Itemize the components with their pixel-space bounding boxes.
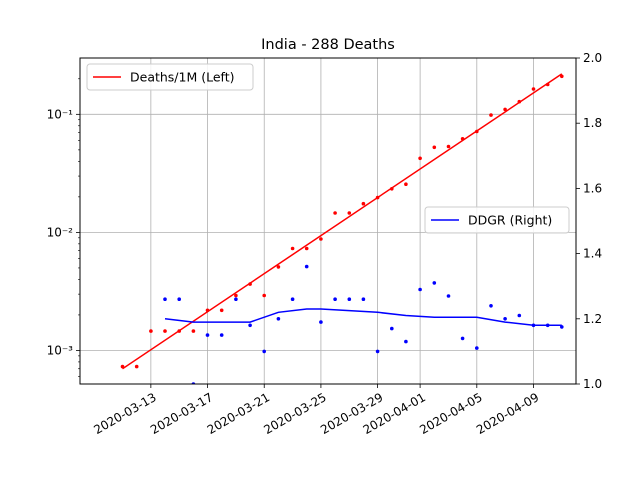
- data-point-ddgr: [460, 336, 465, 341]
- data-point-ddgr: [503, 317, 507, 321]
- data-point-deaths: [375, 195, 380, 200]
- data-point-ddgr: [446, 294, 451, 298]
- data-point-deaths: [418, 156, 422, 161]
- data-point-deaths: [134, 364, 139, 369]
- legend-label: Deaths/1M (Left): [130, 70, 235, 85]
- data-point-deaths: [120, 364, 125, 369]
- right-tick-label: 1.2: [583, 312, 602, 326]
- left-tick-label: 10⁻³: [47, 343, 74, 357]
- data-point-ddgr: [404, 339, 408, 344]
- data-point-ddgr: [531, 323, 536, 328]
- left-tick-label: 10⁻¹: [47, 107, 74, 121]
- data-point-ddgr: [290, 297, 295, 302]
- data-point-ddgr: [177, 297, 181, 302]
- legend-ddgr: DDGR (Right): [424, 206, 570, 234]
- series-layer: [120, 73, 564, 384]
- data-point-deaths: [545, 82, 550, 87]
- plot-frame: [79, 57, 577, 385]
- legend-box: [86, 63, 254, 91]
- data-point-ddgr: [234, 297, 238, 302]
- data-point-ddgr: [375, 349, 380, 354]
- data-point-deaths: [234, 293, 238, 298]
- chart-title: India - 288 Deaths: [261, 37, 395, 53]
- data-point-deaths: [149, 329, 153, 333]
- data-point-ddgr: [560, 325, 564, 329]
- data-point-deaths: [503, 107, 507, 112]
- data-point-deaths: [290, 246, 295, 251]
- data-point-ddgr: [205, 333, 210, 337]
- data-point-deaths: [446, 144, 451, 149]
- series-line-deaths: [122, 73, 563, 370]
- data-point-ddgr: [333, 297, 337, 302]
- data-point-ddgr: [361, 297, 366, 302]
- data-point-ddgr: [319, 320, 323, 324]
- data-point-deaths: [163, 329, 167, 333]
- series-line-ddgr: [164, 308, 562, 327]
- legend-box: [424, 206, 570, 234]
- data-point-deaths: [390, 187, 394, 191]
- data-point-ddgr: [304, 264, 309, 269]
- data-point-deaths: [262, 293, 267, 298]
- data-point-deaths: [347, 211, 352, 215]
- data-point-ddgr: [517, 313, 522, 318]
- data-point-ddgr: [545, 323, 550, 328]
- right-tick-label: 1.8: [583, 116, 602, 130]
- left-tick-label: 10⁻²: [47, 225, 74, 239]
- data-point-deaths: [517, 99, 522, 104]
- legend-label: DDGR (Right): [468, 213, 552, 228]
- legend-deaths: Deaths/1M (Left): [86, 63, 254, 91]
- data-point-ddgr: [390, 326, 394, 331]
- data-point-deaths: [475, 129, 479, 134]
- data-point-ddgr: [418, 287, 422, 292]
- data-point-deaths: [560, 74, 564, 79]
- legend-layer: Deaths/1M (Left) DDGR (Right): [86, 63, 570, 234]
- data-point-deaths: [333, 211, 337, 215]
- right-tick-label: 1.6: [583, 181, 602, 195]
- data-point-deaths: [489, 113, 493, 117]
- data-point-deaths: [276, 265, 281, 269]
- data-point-deaths: [460, 137, 465, 141]
- data-point-ddgr: [248, 323, 252, 328]
- data-point-deaths: [248, 282, 252, 286]
- right-tick-label: 1.4: [583, 247, 602, 261]
- data-point-deaths: [191, 329, 196, 333]
- data-point-ddgr: [489, 304, 493, 308]
- data-point-deaths: [219, 308, 224, 313]
- data-point-deaths: [177, 329, 181, 333]
- right-tick-label: 1.0: [583, 377, 602, 391]
- data-point-deaths: [205, 308, 210, 313]
- data-point-deaths: [319, 237, 323, 241]
- data-point-deaths: [432, 145, 437, 150]
- data-point-deaths: [361, 201, 366, 206]
- data-point-deaths: [531, 87, 536, 91]
- data-point-ddgr: [347, 297, 352, 302]
- data-point-deaths: [304, 246, 309, 251]
- data-point-ddgr: [219, 333, 224, 337]
- data-point-ddgr: [432, 281, 437, 285]
- data-point-ddgr: [276, 317, 281, 321]
- data-point-ddgr: [262, 349, 267, 354]
- data-point-ddgr: [475, 346, 479, 350]
- data-point-ddgr: [163, 297, 167, 302]
- data-point-deaths: [404, 182, 408, 186]
- right-tick-label: 2.0: [583, 51, 602, 65]
